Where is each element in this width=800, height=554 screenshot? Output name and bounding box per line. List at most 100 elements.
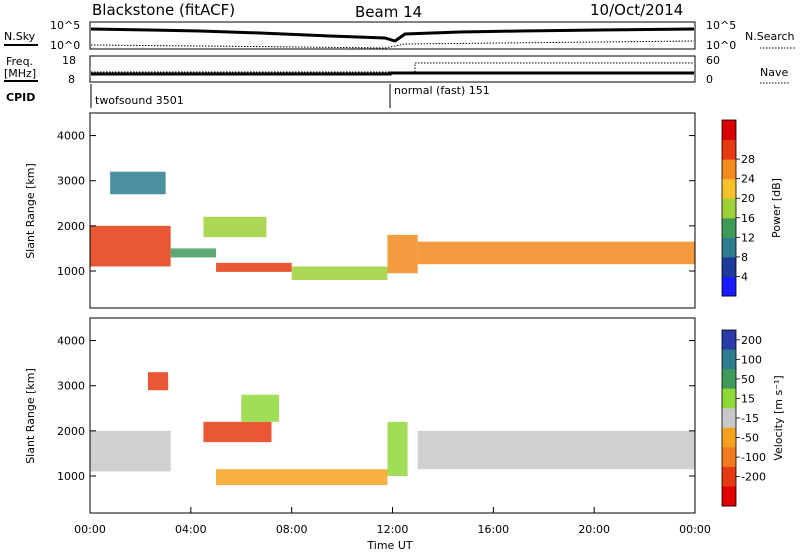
nsky-line bbox=[90, 27, 695, 43]
freq-panel: Freq. [MHz] 18 8 60 0 Nave bbox=[4, 54, 790, 86]
power-colorbar-swatch bbox=[722, 159, 736, 180]
velocity-echo-band bbox=[216, 469, 388, 486]
nave-tick-top: 60 bbox=[706, 54, 720, 67]
velocity-ytick-label: 4000 bbox=[57, 335, 85, 348]
power-colorbar-swatch bbox=[722, 256, 736, 277]
nsearch-line bbox=[90, 40, 695, 49]
power-colorbar-tick-label: 16 bbox=[741, 212, 755, 225]
freq-label-1: Freq. bbox=[6, 55, 33, 68]
power-colorbar-swatch bbox=[722, 120, 736, 141]
freq-label-2: [MHz] bbox=[4, 67, 36, 80]
time-axis-label: Time UT bbox=[366, 539, 412, 552]
velocity-colorbar-swatch bbox=[722, 486, 736, 507]
velocity-colorbar: 200 100 50 15 -15 -50 -100 -200 Velocity [m s⁻¹… bbox=[721, 329, 785, 507]
velocity-colorbar-tick-label: 200 bbox=[741, 334, 762, 347]
velocity-colorbar-tick-label: 100 bbox=[741, 353, 762, 366]
nsky-tick-bottom: 10^0 bbox=[50, 39, 80, 52]
velocity-colorbar-tick-label: -100 bbox=[741, 451, 766, 464]
velocity-colorbar-swatch bbox=[722, 388, 736, 409]
freq-line bbox=[91, 71, 694, 76]
power-ytick-label: 2000 bbox=[57, 220, 85, 233]
power-colorbar-tick-label: 24 bbox=[741, 173, 755, 186]
power-colorbar-swatch bbox=[722, 237, 736, 258]
velocity-colorbar-swatch bbox=[722, 427, 736, 448]
velocity-echo-band bbox=[241, 394, 280, 422]
velocity-colorbar-swatch bbox=[722, 466, 736, 487]
velocity-ytick-label: 2000 bbox=[57, 425, 85, 438]
velocity-colorbar-tick-label: -200 bbox=[741, 471, 766, 484]
cpid-program-1: twofsound 3501 bbox=[95, 94, 184, 107]
time-tick-label: 12:00 bbox=[377, 523, 409, 536]
velocity-colorbar-swatch bbox=[722, 408, 736, 429]
velocity-ylabel: Slant Range [km] bbox=[24, 368, 37, 464]
station-title: Blackstone (fitACF) bbox=[92, 1, 235, 19]
power-ytick-label: 4000 bbox=[57, 130, 85, 143]
power-ylabel: Slant Range [km] bbox=[24, 163, 37, 259]
velocity-ytick-label: 3000 bbox=[57, 380, 85, 393]
power-plot-area bbox=[90, 113, 695, 308]
power-echo-band bbox=[203, 216, 267, 238]
power-colorbar-tick-label: 28 bbox=[741, 153, 755, 166]
time-tick-label: 16:00 bbox=[477, 523, 509, 536]
velocity-colorbar-label: Velocity [m s⁻¹] bbox=[772, 375, 785, 460]
velocity-ytick-label: 1000 bbox=[57, 470, 85, 483]
nave-tick-bottom: 0 bbox=[706, 73, 713, 86]
power-panel: 1000 2000 3000 4000 Slant Range [km] bbox=[24, 112, 696, 309]
velocity-echo-band bbox=[203, 421, 272, 443]
nave-label: Nave bbox=[760, 66, 788, 79]
velocity-echo-band bbox=[147, 372, 169, 391]
velocity-colorbar-swatch bbox=[722, 330, 736, 351]
velocity-echo-band bbox=[387, 421, 408, 476]
power-colorbar-tick-label: 4 bbox=[741, 270, 748, 283]
velocity-colorbar-swatch bbox=[722, 447, 736, 468]
freq-tick-top: 18 bbox=[62, 54, 76, 67]
velocity-colorbar-tick-label: -50 bbox=[741, 432, 759, 445]
power-echo-band bbox=[216, 262, 292, 272]
velocity-colorbar-tick-label: -15 bbox=[741, 412, 759, 425]
cpid-program-2: normal (fast) 151 bbox=[394, 84, 490, 97]
power-echo-band bbox=[387, 234, 418, 274]
power-colorbar-tick-label: 12 bbox=[741, 231, 755, 244]
velocity-colorbar-swatch bbox=[722, 369, 736, 390]
cpid-label: CPID bbox=[6, 91, 35, 104]
velocity-colorbar-tick-label: 50 bbox=[741, 373, 755, 386]
nsearch-tick-top: 10^5 bbox=[706, 19, 736, 32]
velocity-echo-band bbox=[90, 430, 171, 472]
time-tick-label: 04:00 bbox=[175, 523, 207, 536]
power-colorbar-swatch bbox=[722, 139, 736, 160]
nsky-label: N.Sky bbox=[4, 30, 36, 43]
nave-line bbox=[91, 62, 694, 73]
power-echo-band bbox=[90, 225, 171, 267]
power-colorbar-swatch bbox=[722, 276, 736, 297]
power-echo-band bbox=[110, 171, 166, 195]
nsearch-label: N.Search bbox=[745, 30, 795, 43]
time-tick-label: 08:00 bbox=[276, 523, 308, 536]
power-colorbar-swatch bbox=[722, 198, 736, 219]
velocity-echo-band bbox=[417, 430, 695, 470]
power-colorbar: 4 8 12 16 20 24 28 Power [dB] bbox=[721, 119, 783, 297]
cpid-row: CPID twofsound 3501 normal (fast) 151 bbox=[6, 84, 490, 108]
power-colorbar-swatch bbox=[722, 217, 736, 238]
time-tick-label: 00:00 bbox=[679, 523, 711, 536]
beam-label: Beam 14 bbox=[355, 3, 422, 21]
nsky-panel: N.Sky 10^5 10^0 10^5 10^0 N.Search bbox=[4, 19, 795, 52]
velocity-colorbar-swatch bbox=[722, 349, 736, 370]
time-tick-label: 00:00 bbox=[74, 523, 106, 536]
power-echo-band bbox=[170, 248, 217, 258]
velocity-colorbar-tick-label: 15 bbox=[741, 392, 755, 405]
nsky-tick-top: 10^5 bbox=[50, 19, 80, 32]
velocity-plot-area bbox=[90, 318, 695, 513]
freq-tick-bottom: 8 bbox=[68, 73, 75, 86]
power-ytick-label: 3000 bbox=[57, 175, 85, 188]
time-tick-label: 20:00 bbox=[578, 523, 610, 536]
power-colorbar-label: Power [dB] bbox=[770, 178, 783, 238]
power-echo-band bbox=[291, 266, 388, 281]
power-colorbar-tick-label: 20 bbox=[741, 192, 755, 205]
power-echo-band bbox=[417, 241, 695, 265]
nsearch-tick-bottom: 10^0 bbox=[706, 39, 736, 52]
power-colorbar-tick-label: 8 bbox=[741, 251, 748, 264]
velocity-panel: 1000 2000 3000 4000 00:00 04:00 08:00 12:00 16:… bbox=[24, 317, 711, 552]
date-label: 10/Oct/2014 bbox=[590, 1, 683, 19]
power-ytick-label: 1000 bbox=[57, 265, 85, 278]
